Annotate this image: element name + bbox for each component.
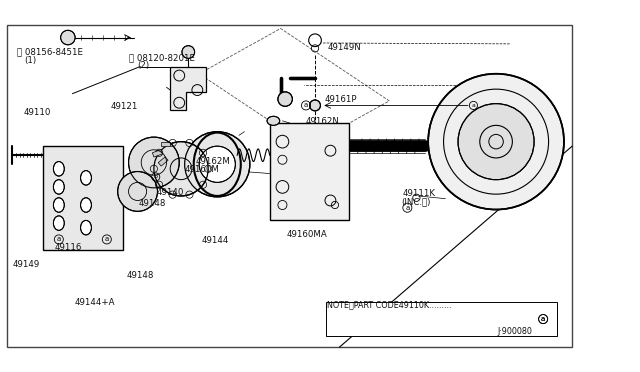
Text: (2): (2) [138,61,149,70]
Text: b: b [154,174,157,179]
Text: 49144+A: 49144+A [74,298,115,307]
Text: a: a [304,102,308,108]
Circle shape [310,100,321,111]
Text: 49149: 49149 [13,260,40,269]
Text: a: a [405,205,410,211]
Bar [161,142,170,146]
Bar [158,157,168,166]
Bar [326,302,557,336]
Text: 49148: 49148 [126,271,154,280]
Text: 49110: 49110 [23,108,51,117]
Circle shape [182,46,195,58]
Text: a: a [541,316,545,322]
Text: Ⓑ 08156-8451E: Ⓑ 08156-8451E [17,48,83,57]
Text: 49160M: 49160M [184,165,219,174]
Ellipse shape [267,116,280,125]
Text: 49149N: 49149N [327,43,361,52]
Ellipse shape [53,198,64,212]
Circle shape [278,92,292,106]
Text: Ⓑ 08120-8201E: Ⓑ 08120-8201E [129,53,195,62]
Text: 49121: 49121 [110,102,138,111]
Text: 49111K: 49111K [403,189,436,198]
Bar [152,150,163,157]
Text: 49162M: 49162M [196,157,230,166]
Text: NOTE；PART CODE49110K.........: NOTE；PART CODE49110K......... [327,300,452,309]
Ellipse shape [53,216,64,230]
Text: J·900080: J·900080 [497,327,532,336]
Text: a: a [105,237,109,243]
Text: 49144: 49144 [202,236,229,245]
Circle shape [428,74,564,209]
Text: 49161P: 49161P [324,94,357,104]
Text: 49162N: 49162N [306,117,340,126]
Ellipse shape [53,161,64,176]
Circle shape [118,171,157,211]
Circle shape [199,146,236,182]
Text: (1): (1) [24,56,36,65]
Text: 49148: 49148 [139,199,166,208]
Circle shape [129,137,179,188]
Text: (INC.Ⓑ): (INC.Ⓑ) [401,198,430,207]
Text: a: a [541,316,545,322]
Text: a: a [472,103,476,108]
Text: a: a [57,237,61,243]
Text: 49116: 49116 [55,243,83,252]
Circle shape [61,30,75,45]
Text: 49140: 49140 [156,187,184,196]
Circle shape [458,104,534,180]
Ellipse shape [81,220,92,235]
Circle shape [154,142,208,196]
Ellipse shape [53,180,64,194]
Ellipse shape [81,171,92,185]
Text: 49160MA: 49160MA [287,230,328,239]
Circle shape [185,132,250,197]
Polygon shape [170,67,206,110]
Bar [270,123,349,220]
Ellipse shape [81,198,92,212]
Bar [44,146,123,250]
